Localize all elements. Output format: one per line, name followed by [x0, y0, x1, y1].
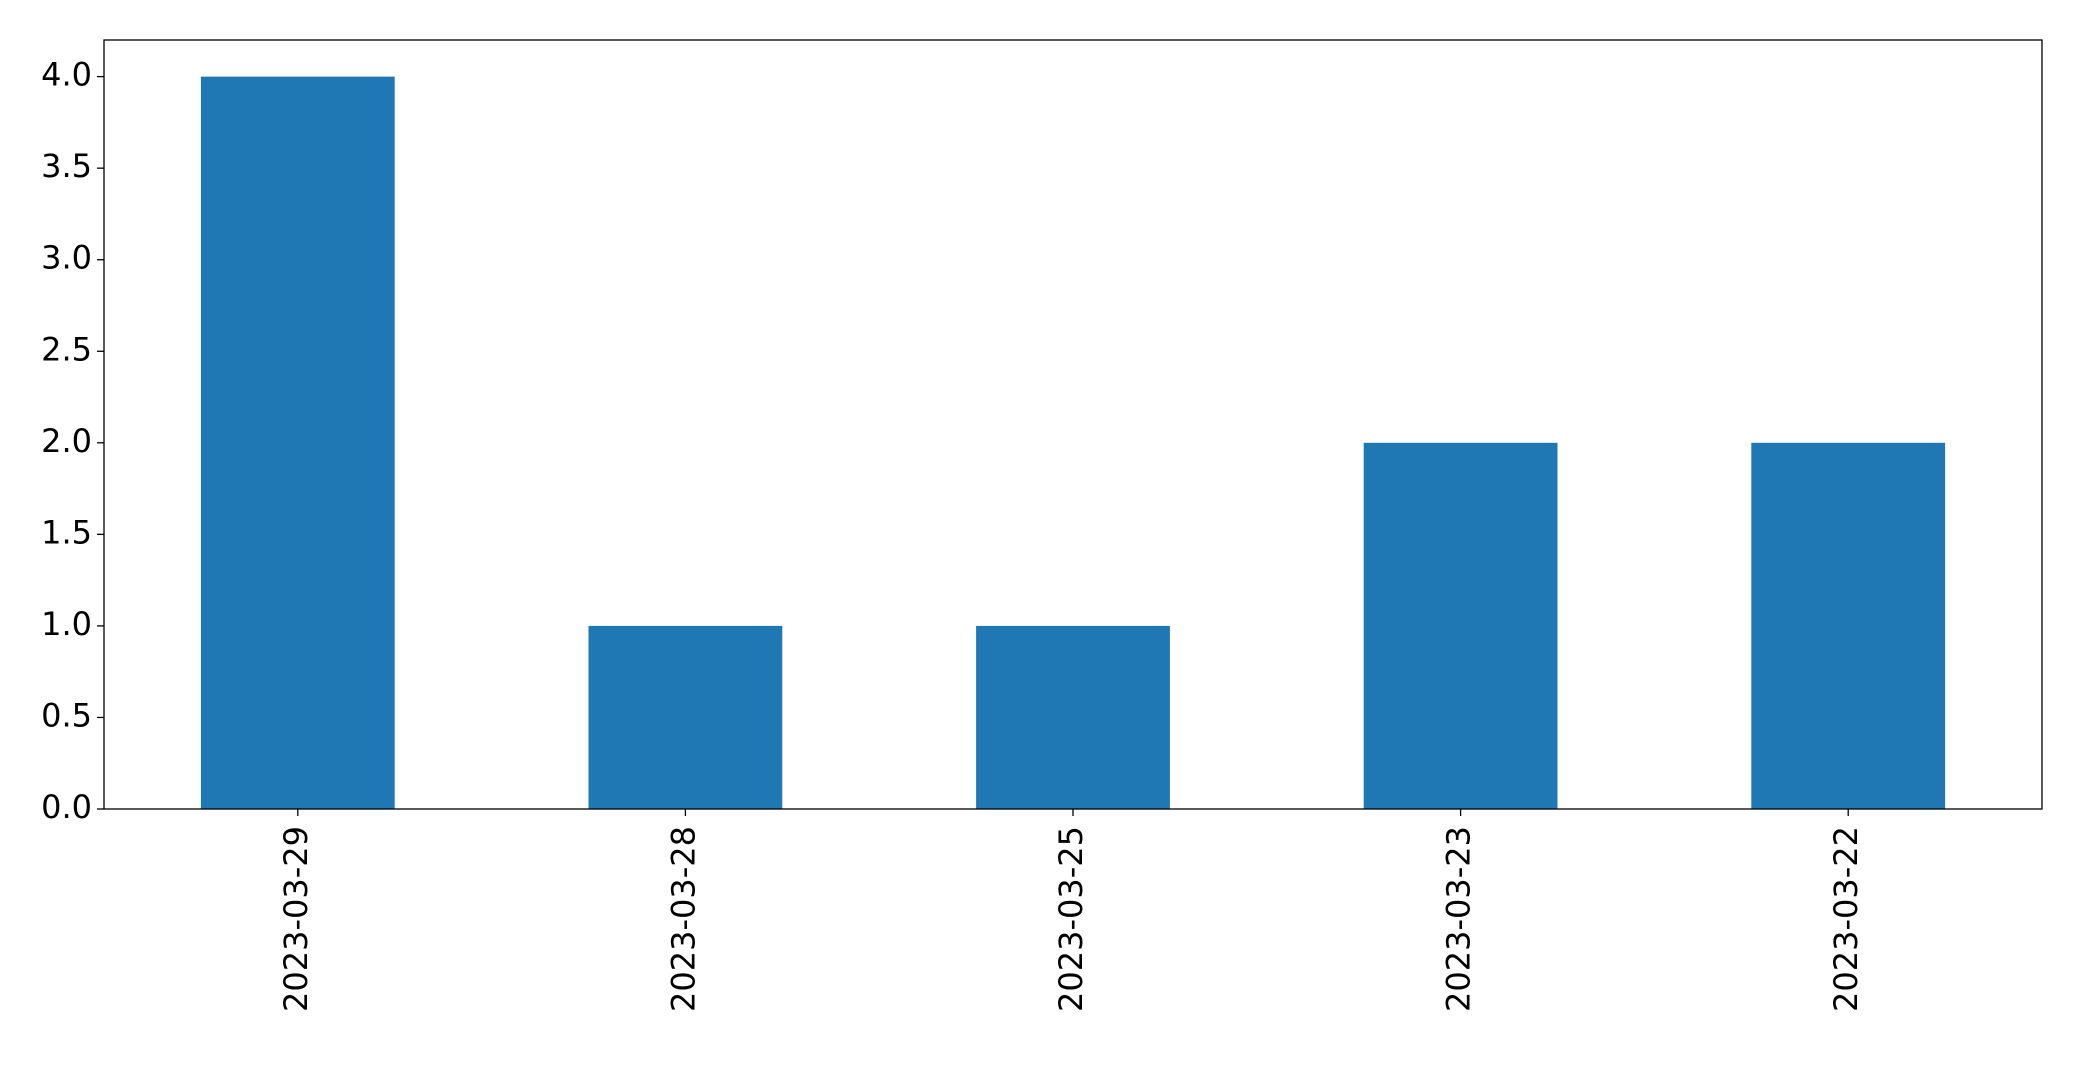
x-tick-label: 2023-03-22 — [1827, 826, 1865, 1012]
y-tick-label: 2.0 — [41, 422, 92, 460]
bar — [588, 625, 783, 809]
plot-frame — [103, 39, 2043, 810]
bar — [976, 625, 1170, 809]
x-tick-label: 2023-03-29 — [277, 826, 315, 1012]
y-tick-label: 0.5 — [41, 696, 92, 734]
y-tick-label: 3.0 — [41, 239, 92, 277]
y-tick-label: 1.5 — [41, 513, 92, 551]
bar — [1363, 442, 1558, 809]
y-tick-label: 4.0 — [41, 56, 92, 94]
y-tick-label: 0.0 — [41, 788, 92, 826]
y-tick-label: 3.5 — [41, 147, 92, 185]
x-tick-label: 2023-03-25 — [1052, 826, 1090, 1012]
bar — [200, 76, 395, 810]
y-tick-label: 1.0 — [41, 605, 92, 643]
x-tick-label: 2023-03-28 — [664, 826, 702, 1012]
x-tick-label: 2023-03-23 — [1440, 826, 1478, 1012]
y-tick-label: 2.5 — [41, 330, 92, 368]
bar — [1751, 442, 1946, 809]
